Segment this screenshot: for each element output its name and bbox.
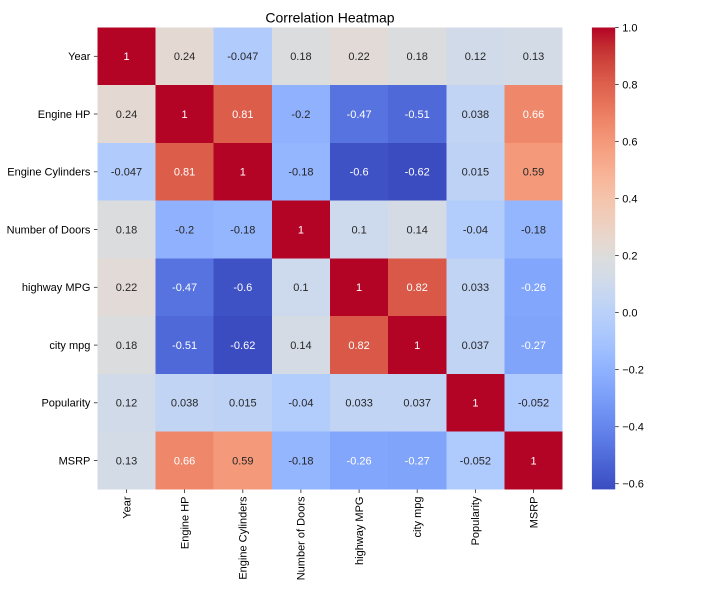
svg-text:-0.2: -0.2 [175,224,194,236]
svg-text:0.13: 0.13 [523,51,544,63]
svg-text:0.13: 0.13 [116,455,137,467]
svg-text:0.12: 0.12 [465,51,486,63]
svg-text:0.18: 0.18 [116,340,137,352]
svg-text:Popularity: Popularity [41,398,90,410]
svg-text:0.038: 0.038 [462,109,490,121]
svg-text:1: 1 [472,398,478,410]
svg-text:1: 1 [530,455,536,467]
svg-text:-0.047: -0.047 [111,167,142,179]
svg-text:Number of Doors: Number of Doors [7,224,91,236]
svg-text:-0.052: -0.052 [460,455,491,467]
svg-text:-0.62: -0.62 [230,340,255,352]
svg-text:0.1: 0.1 [351,224,366,236]
svg-text:1: 1 [356,282,362,294]
svg-text:Engine HP: Engine HP [179,497,191,550]
svg-text:1: 1 [298,224,304,236]
svg-text:0.14: 0.14 [406,224,427,236]
svg-text:city mpg: city mpg [412,497,424,538]
svg-text:-0.27: -0.27 [405,455,430,467]
svg-text:-0.26: -0.26 [347,455,372,467]
svg-text:1: 1 [182,109,188,121]
svg-text:MSRP: MSRP [528,497,540,529]
svg-text:Popularity: Popularity [470,496,482,545]
svg-text:0.0: 0.0 [622,307,637,319]
svg-text:0.82: 0.82 [406,282,427,294]
svg-text:0.24: 0.24 [174,51,195,63]
svg-text:0.82: 0.82 [348,340,369,352]
svg-text:0.81: 0.81 [232,109,253,121]
svg-text:0.037: 0.037 [462,340,490,352]
svg-text:highway MPG: highway MPG [22,282,90,294]
svg-text:0.8: 0.8 [622,79,637,91]
svg-text:0.12: 0.12 [116,398,137,410]
svg-text:-0.047: -0.047 [227,51,258,63]
svg-text:1: 1 [414,340,420,352]
svg-text:0.015: 0.015 [229,398,257,410]
svg-text:−0.6: −0.6 [622,479,644,491]
svg-text:0.59: 0.59 [232,455,253,467]
svg-text:-0.51: -0.51 [172,340,197,352]
svg-text:0.18: 0.18 [116,224,137,236]
svg-text:MSRP: MSRP [59,455,91,467]
svg-text:0.18: 0.18 [290,51,311,63]
svg-text:0.81: 0.81 [174,167,195,179]
svg-text:0.033: 0.033 [462,282,490,294]
svg-text:−0.2: −0.2 [622,364,644,376]
svg-text:0.59: 0.59 [523,167,544,179]
svg-text:0.6: 0.6 [622,136,637,148]
svg-text:0.22: 0.22 [348,51,369,63]
svg-text:0.66: 0.66 [523,109,544,121]
svg-text:0.24: 0.24 [116,109,137,121]
svg-text:0.1: 0.1 [293,282,308,294]
svg-text:-0.18: -0.18 [521,224,546,236]
svg-text:Year: Year [121,496,133,519]
svg-text:1: 1 [240,167,246,179]
svg-text:0.66: 0.66 [174,455,195,467]
svg-text:city mpg: city mpg [49,340,90,352]
svg-text:-0.6: -0.6 [350,167,369,179]
svg-text:1.0: 1.0 [622,22,637,34]
svg-text:-0.51: -0.51 [405,109,430,121]
svg-text:Engine HP: Engine HP [38,109,91,121]
svg-text:Year: Year [68,51,91,63]
svg-text:−0.4: −0.4 [622,422,644,434]
svg-text:0.14: 0.14 [290,340,311,352]
svg-text:0.037: 0.037 [403,398,431,410]
svg-text:0.18: 0.18 [406,51,427,63]
svg-text:-0.04: -0.04 [463,224,488,236]
svg-text:-0.18: -0.18 [288,455,313,467]
svg-text:0.4: 0.4 [622,193,637,205]
svg-text:Number of Doors: Number of Doors [296,496,308,580]
svg-text:0.2: 0.2 [622,250,637,262]
svg-text:-0.04: -0.04 [288,398,313,410]
svg-text:-0.6: -0.6 [233,282,252,294]
svg-text:-0.26: -0.26 [521,282,546,294]
svg-text:-0.18: -0.18 [230,224,255,236]
svg-text:-0.052: -0.052 [518,398,549,410]
svg-text:Engine Cylinders: Engine Cylinders [238,496,250,580]
svg-text:0.033: 0.033 [345,398,373,410]
svg-text:-0.27: -0.27 [521,340,546,352]
svg-text:0.015: 0.015 [462,167,490,179]
svg-text:highway MPG: highway MPG [354,497,366,565]
svg-text:0.22: 0.22 [116,282,137,294]
svg-text:0.038: 0.038 [171,398,199,410]
svg-text:-0.47: -0.47 [172,282,197,294]
svg-text:-0.2: -0.2 [291,109,310,121]
svg-text:-0.47: -0.47 [347,109,372,121]
svg-text:Engine Cylinders: Engine Cylinders [7,167,91,179]
svg-text:1: 1 [123,51,129,63]
svg-text:-0.62: -0.62 [405,167,430,179]
svg-text:Correlation Heatmap: Correlation Heatmap [265,9,394,25]
svg-text:-0.18: -0.18 [288,167,313,179]
